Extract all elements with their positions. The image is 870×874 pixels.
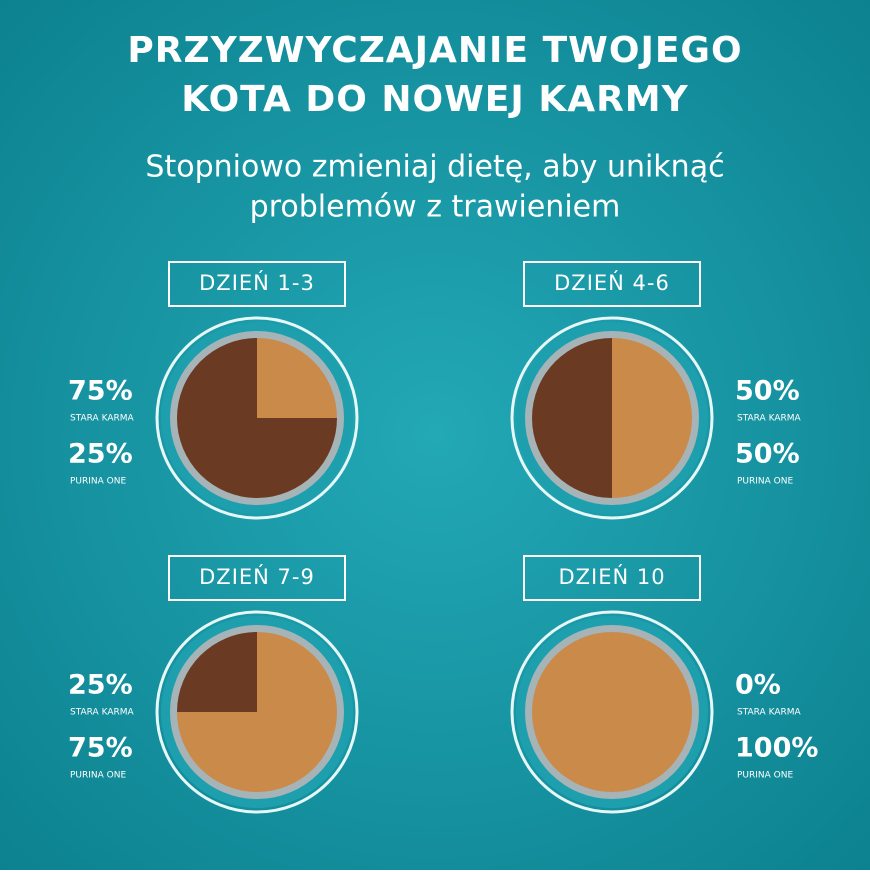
subtitle-line: Stopniowo zmieniaj dietę, aby uniknąć [145,150,724,185]
stage-box [168,555,346,601]
new-name: PURINA ONE [70,771,126,781]
bowl-ring [510,610,714,814]
food-segment [257,338,337,418]
stage-box [523,555,701,601]
old-percent: 0% [735,670,781,701]
food-segment [612,338,692,498]
title-line: PRZYZWYCZAJANIE TWOJEGO [127,30,742,71]
old-name: STARA KARMA [70,414,134,424]
new-percent: 100% [735,733,818,764]
stage-box [168,261,346,307]
old-percent: 75% [68,376,133,407]
bowl-ring [155,610,359,814]
food-segment [177,632,257,712]
stage-label: DZIEŃ 4-6 [554,270,670,295]
subtitle-line: problemów z trawieniem [250,190,621,225]
stage-box [523,261,701,307]
old-percent: 25% [68,670,133,701]
new-name: PURINA ONE [737,771,793,781]
old-name: STARA KARMA [737,414,801,424]
old-name: STARA KARMA [70,708,134,718]
food-segment [532,632,692,792]
stage-label: DZIEŃ 7-9 [199,564,315,589]
old-name: STARA KARMA [737,708,801,718]
title-line: KOTA DO NOWEJ KARMY [181,79,688,120]
new-name: PURINA ONE [737,477,793,487]
new-percent: 75% [68,733,133,764]
old-percent: 50% [735,376,800,407]
new-percent: 25% [68,439,133,470]
new-name: PURINA ONE [70,477,126,487]
food-segment [532,338,612,498]
bowl-ring [510,316,714,520]
bowl-ring [155,316,359,520]
stage-label: DZIEŃ 1-3 [199,270,315,295]
food-segment [177,632,337,792]
new-percent: 50% [735,439,800,470]
stage-label: DZIEŃ 10 [558,564,665,589]
